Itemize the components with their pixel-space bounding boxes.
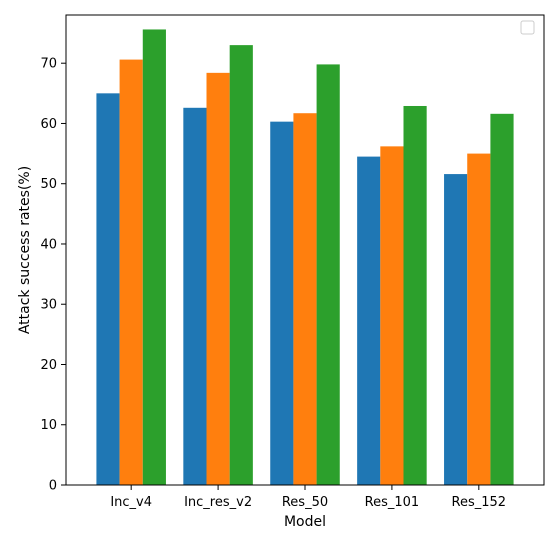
bar-res-50-series-3 bbox=[316, 64, 340, 486]
bar-inc-res-v2-series-2 bbox=[206, 72, 230, 485]
bar-res-101-series-1 bbox=[357, 156, 381, 485]
y-tick-label: 0 bbox=[49, 479, 57, 494]
y-tick-label: 70 bbox=[40, 57, 57, 72]
x-tick-label: Res_101 bbox=[365, 495, 420, 510]
legend-box bbox=[520, 20, 535, 35]
y-tick-label: 40 bbox=[40, 237, 57, 252]
y-tick-label: 20 bbox=[40, 358, 57, 373]
y-axis-label: Attack success rates(%) bbox=[17, 166, 33, 334]
bar-res-101-series-3 bbox=[403, 105, 427, 485]
bar-res-152-series-3 bbox=[490, 113, 514, 486]
bar-inc-v4-series-3 bbox=[142, 29, 166, 485]
y-tick-label: 30 bbox=[40, 298, 57, 313]
plot-frame bbox=[65, 14, 545, 486]
bar-res-50-series-2 bbox=[293, 113, 317, 485]
bar-res-101-series-2 bbox=[380, 146, 404, 485]
y-tick-label: 60 bbox=[40, 117, 57, 132]
bar-inc-res-v2-series-1 bbox=[183, 107, 207, 486]
x-axis-ticks: Inc_v4 Inc_res_v2 Res_50 Res_101 Res_152 bbox=[110, 485, 506, 510]
x-tick-label: Inc_v4 bbox=[110, 495, 152, 510]
x-tick-label: Inc_res_v2 bbox=[184, 495, 252, 510]
bar-res-152-series-1 bbox=[444, 174, 468, 486]
bar-res-50-series-1 bbox=[270, 121, 294, 486]
x-axis-label: Model bbox=[284, 514, 326, 530]
bars-group bbox=[96, 29, 514, 486]
x-tick-label: Res_50 bbox=[282, 495, 328, 510]
y-tick-label: 10 bbox=[40, 418, 57, 433]
y-axis-ticks: 0 10 20 30 40 50 60 70 bbox=[40, 57, 66, 494]
bar-inc-v4-series-2 bbox=[119, 59, 143, 485]
y-tick-label: 50 bbox=[40, 177, 57, 192]
bar-inc-v4-series-1 bbox=[96, 93, 120, 485]
bar-inc-res-v2-series-3 bbox=[229, 45, 253, 485]
bar-res-152-series-2 bbox=[467, 153, 491, 486]
x-tick-label: Res_152 bbox=[452, 495, 507, 510]
